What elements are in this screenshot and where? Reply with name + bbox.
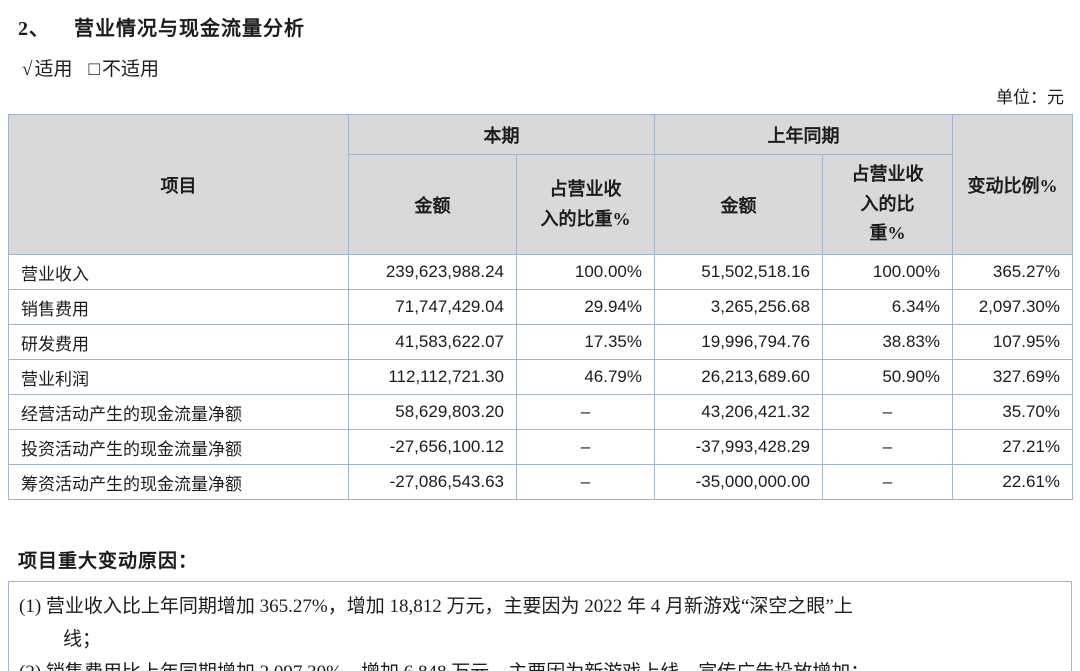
cell-prior-ratio: 100.00% (822, 254, 953, 290)
cell-current-ratio: 17.35% (516, 324, 655, 360)
cell-current-ratio: – (516, 464, 655, 500)
cell-item: 经营活动产生的现金流量净额 (8, 394, 349, 430)
header-amount-prior: 金额 (654, 154, 823, 255)
cell-change-ratio: 22.61% (952, 464, 1073, 500)
header-prior-period: 上年同期 (654, 114, 953, 155)
cell-change-ratio: 107.95% (952, 324, 1073, 360)
cell-prior-ratio: 6.34% (822, 289, 953, 325)
cell-item: 销售费用 (8, 289, 349, 325)
financial-table: 项目 本期 上年同期 变动比例% 金额 占营业收 入的比重% 金额 占营业收 入… (8, 114, 1073, 500)
notes-heading: 项目重大变动原因： (18, 551, 199, 572)
cell-current-amount: -27,086,543.63 (348, 464, 517, 500)
cell-prior-ratio: 50.90% (822, 359, 953, 395)
cell-change-ratio: 327.69% (952, 359, 1073, 395)
cell-current-ratio: 29.94% (516, 289, 655, 325)
cell-prior-amount: 26,213,689.60 (654, 359, 823, 395)
note-item-2: (2) 销售费用比上年同期增加 2,097.30%，增加 6,848 万元，主要… (19, 656, 1057, 671)
cell-item: 投资活动产生的现金流量净额 (8, 429, 349, 465)
table-row-selling-expenses: 销售费用 71,747,429.04 29.94% 3,265,256.68 6… (8, 289, 1073, 325)
cell-prior-amount: -35,000,000.00 (654, 464, 823, 500)
cell-prior-ratio: – (822, 464, 953, 500)
header-item: 项目 (8, 114, 349, 255)
cell-change-ratio: 2,097.30% (952, 289, 1073, 325)
unit-label: 单位：元 (996, 88, 1064, 107)
note-item-1: (1) 营业收入比上年同期增加 365.27%，增加 18,812 万元，主要因… (19, 596, 853, 650)
cell-prior-ratio: – (822, 429, 953, 465)
header-change-ratio: 变动比例% (952, 114, 1073, 255)
table-row-operating-revenue: 营业收入 239,623,988.24 100.00% 51,502,518.1… (8, 254, 1073, 290)
cell-current-amount: 41,583,622.07 (348, 324, 517, 360)
cell-current-ratio: – (516, 429, 655, 465)
empty-checkbox-icon: □ (88, 59, 100, 80)
cell-change-ratio: 27.21% (952, 429, 1073, 465)
cell-item: 营业利润 (8, 359, 349, 395)
cell-prior-amount: 43,206,421.32 (654, 394, 823, 430)
cell-prior-amount: -37,993,428.29 (654, 429, 823, 465)
cell-prior-ratio: 38.83% (822, 324, 953, 360)
cell-current-amount: 239,623,988.24 (348, 254, 517, 290)
page-title: 营业情况与现金流量分析 (74, 18, 305, 40)
header-ratio-prior: 占营业收 入的比 重% (822, 154, 953, 255)
table-row-financing-cashflow: 筹资活动产生的现金流量净额 -27,086,543.63 – -35,000,0… (8, 464, 1073, 500)
header-ratio-current: 占营业收 入的比重% (516, 154, 655, 255)
cell-prior-amount: 19,996,794.76 (654, 324, 823, 360)
header-amount-current: 金额 (348, 154, 517, 255)
cell-prior-amount: 3,265,256.68 (654, 289, 823, 325)
table-row-operating-cashflow: 经营活动产生的现金流量净额 58,629,803.20 – 43,206,421… (8, 394, 1073, 430)
cell-current-ratio: – (516, 394, 655, 430)
section-number: 2、 (18, 18, 50, 40)
cell-prior-amount: 51,502,518.16 (654, 254, 823, 290)
cell-change-ratio: 35.70% (952, 394, 1073, 430)
header-current-period: 本期 (348, 114, 655, 155)
cell-change-ratio: 365.27% (952, 254, 1073, 290)
cell-prior-ratio: – (822, 394, 953, 430)
cell-item: 筹资活动产生的现金流量净额 (8, 464, 349, 500)
cell-current-ratio: 46.79% (516, 359, 655, 395)
applicable-label: 适用 (34, 59, 73, 80)
cell-current-amount: -27,656,100.12 (348, 429, 517, 465)
cell-item: 营业收入 (8, 254, 349, 290)
table-row-operating-profit: 营业利润 112,112,721.30 46.79% 26,213,689.60… (8, 359, 1073, 395)
not-applicable-label: 不适用 (101, 59, 159, 80)
checkmark-icon: √ (22, 59, 33, 80)
cell-current-amount: 71,747,429.04 (348, 289, 517, 325)
notes-box: (1) 营业收入比上年同期增加 365.27%，增加 18,812 万元，主要因… (8, 581, 1072, 671)
cell-current-amount: 58,629,803.20 (348, 394, 517, 430)
section-title-row: 2、 营业情况与现金流量分析 (0, 0, 1080, 41)
table-row-rd-expenses: 研发费用 41,583,622.07 17.35% 19,996,794.76 … (8, 324, 1073, 360)
table-row-investing-cashflow: 投资活动产生的现金流量净额 -27,656,100.12 – -37,993,4… (8, 429, 1073, 465)
cell-current-amount: 112,112,721.30 (348, 359, 517, 395)
cell-item: 研发费用 (8, 324, 349, 360)
cell-current-ratio: 100.00% (516, 254, 655, 290)
applicability-row: √ 适用 □ 不适用 (0, 41, 1080, 81)
